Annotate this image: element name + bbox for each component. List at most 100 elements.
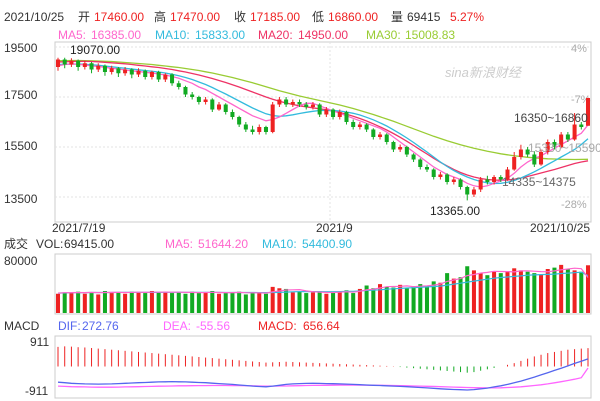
volume-bar [129,291,134,313]
high-annotation: 19070.00 [70,43,120,57]
candle-body [445,174,450,182]
candle-body [317,104,322,115]
macd-dea-line [57,367,589,389]
candle-body [243,124,248,130]
volume-title: 成交 [4,236,28,251]
price-panel-frame [54,41,592,223]
volume-bar [170,293,175,313]
volume-bar [96,294,101,313]
macd-lines [57,358,589,391]
volume-bar [116,292,121,313]
candle-body [398,147,403,150]
candle-body [451,179,456,182]
candle-body [545,142,550,152]
ma20-legend-label: MA20: [258,28,293,42]
header-low-value: 16860.00 [328,10,378,24]
candle-body [123,69,128,74]
pct-tick-top: 4% [571,43,587,55]
volume-bar [55,293,61,313]
volume-bar [478,273,483,313]
volume-bar [89,292,94,313]
volume-bar [431,281,436,313]
candle-body [250,129,255,132]
price-tick-15500: 15500 [4,139,38,153]
header-high-value: 17470.00 [170,10,220,24]
candle-body [237,117,242,125]
volume-bar [310,292,315,313]
volume-bar [579,271,584,313]
volume-bar [357,288,362,313]
volume-bar [156,292,161,313]
volume-bar [572,270,577,313]
candle-body [55,59,61,67]
header-low-label: 低 [312,10,324,24]
volume-bar [525,271,530,313]
candlesticks [55,57,591,201]
price-axis: 19500 17500 15500 13500 4% -7% -28% [4,41,591,211]
volume-bar [109,293,114,313]
candle-body [465,187,470,195]
candle-body [69,60,74,65]
volume-bar [62,292,67,313]
candle-body [190,94,195,97]
vol-ma5-value: 51644.20 [198,237,248,251]
candle-body [485,179,490,182]
candle-body [230,112,235,117]
candle-body [532,154,537,165]
candle-body [170,74,175,84]
volume-bar [559,264,564,313]
header-close-value: 17185.00 [250,10,300,24]
price-gridlines [55,42,591,222]
candle-body [310,104,315,107]
macd-tick-bottom: -911 [25,384,48,398]
vol-ma10-label: MA10: [262,237,297,251]
candle-body [559,134,564,147]
candle-body [284,99,289,105]
volume-bar [378,284,383,313]
header-info: 2021/10/25 开 17460.00 高 17470.00 收 17185… [4,9,484,24]
x-label-end: 2021/10/25 [530,221,590,235]
volume-bar [532,273,537,313]
header-date: 2021/10/25 [4,10,64,24]
volume-ma-lines [57,267,589,294]
volume-legend: 成交 VOL: 69415.00 MA5: 51644.20 MA10: 544… [4,236,352,268]
ma5-line [57,63,589,188]
volume-bar [364,285,369,313]
volume-bar [196,293,201,313]
candle-body [143,70,148,77]
macd-value: 656.64 [303,319,340,333]
candle-body [96,65,101,70]
volume-bar [284,288,289,313]
candle-body [263,127,268,132]
ma5-legend-label: MA5: [58,28,86,42]
header-volume-label: 量 [391,10,403,24]
candle-body [304,104,309,107]
volume-bar [210,291,215,313]
macd-dif-line [57,358,589,391]
volume-bar [458,277,463,313]
volume-bar [371,288,376,313]
volume-bar [149,291,154,313]
x-label-start: 2021/7/19 [52,221,106,235]
macd-panel-frame [54,335,592,399]
volume-bar [324,293,329,313]
candle-body [129,69,134,75]
header-volume-value: 69415 [407,10,441,24]
candle-body [512,157,517,170]
ma10-legend-label: MA10: [155,28,190,42]
volume-bar [237,291,242,313]
volume-bar [384,286,389,313]
candle-body [539,152,544,165]
candle-body [371,129,376,137]
candle-body [344,112,349,122]
price-tick-17500: 17500 [4,88,38,102]
candle-body [458,179,463,187]
volume-bar [143,293,148,313]
dif-label: DIF: [58,319,81,333]
candle-body [297,102,302,105]
candle-body [62,59,67,65]
volume-bar [411,286,416,313]
volume-bar [492,271,497,313]
candle-body [471,189,476,195]
ma30-legend-label: MA30: [366,28,401,42]
